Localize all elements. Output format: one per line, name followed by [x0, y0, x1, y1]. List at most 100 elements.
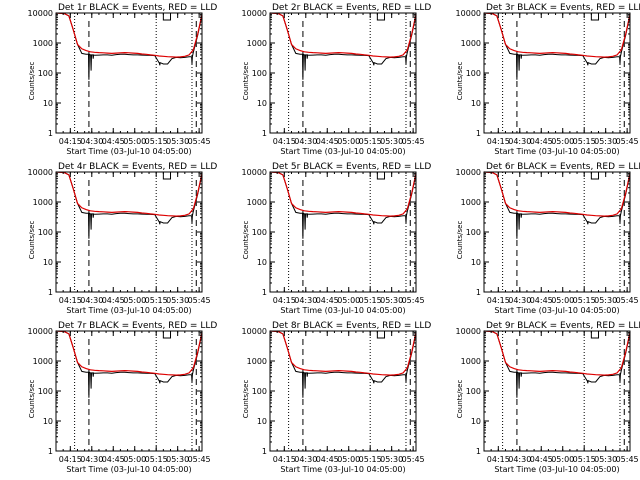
- lld-series-line: [55, 330, 203, 376]
- x-tick-label: 04:15: [59, 296, 82, 305]
- y-tick-label: 1: [476, 129, 481, 138]
- x-axis-label: Start Time (03-Jul-10 04:05:00): [280, 465, 405, 474]
- x-axis-label: Start Time (03-Jul-10 04:05:00): [280, 306, 405, 315]
- x-tick-label: 05:30: [594, 455, 617, 464]
- x-tick-label: 05:15: [573, 137, 596, 146]
- x-tick-label: 05:30: [166, 455, 189, 464]
- panel-3: Det 3r BLACK = Events, RED = LLD 1 10 100 10…: [456, 3, 640, 156]
- events-series-line: [269, 12, 417, 80]
- events-series-line: [483, 330, 631, 398]
- events-series-line: [269, 171, 417, 239]
- plot-frame: [55, 171, 203, 293]
- y-tick-label: 1000: [33, 39, 53, 48]
- x-tick-label: 05:30: [166, 137, 189, 146]
- x-tick-label: 04:45: [102, 455, 125, 464]
- y-tick-label: 100: [252, 69, 267, 78]
- x-tick-label: 05:00: [337, 137, 360, 146]
- panel-1: Det 1r BLACK = Events, RED = LLD 1 10 100 10…: [28, 3, 218, 156]
- y-tick-label: 10: [43, 99, 53, 108]
- y-tick-label: 1: [48, 288, 53, 297]
- y-tick-label: 1: [262, 288, 267, 297]
- y-tick-label: 10: [257, 258, 267, 267]
- y-axis-label: Counts/sec: [242, 62, 250, 101]
- x-axis-label: Start Time (03-Jul-10 04:05:00): [66, 465, 191, 474]
- y-tick-label: 10000: [28, 9, 53, 18]
- x-tick-label: 04:30: [80, 296, 103, 305]
- corner-bracket: [162, 13, 172, 21]
- x-tick-label: 04:15: [487, 137, 510, 146]
- y-tick-label: 100: [38, 228, 53, 237]
- x-tick-label: 05:45: [188, 296, 211, 305]
- y-tick-label: 10: [257, 417, 267, 426]
- lld-series-line: [55, 12, 203, 58]
- y-tick-label: 100: [38, 387, 53, 396]
- x-axis-label: Start Time (03-Jul-10 04:05:00): [66, 306, 191, 315]
- corner-bracket: [590, 172, 600, 180]
- x-tick-label: 05:30: [380, 137, 403, 146]
- x-tick-label: 04:15: [59, 137, 82, 146]
- x-tick-label: 04:45: [102, 296, 125, 305]
- panel-title: Det 7r BLACK = Events, RED = LLD: [58, 321, 217, 331]
- y-tick-label: 100: [466, 69, 481, 78]
- y-tick-label: 1000: [247, 198, 267, 207]
- x-tick-label: 04:30: [508, 455, 531, 464]
- events-series-line: [483, 12, 631, 80]
- x-tick-label: 04:30: [294, 455, 317, 464]
- y-tick-label: 1: [48, 129, 53, 138]
- lld-series-line: [269, 12, 417, 58]
- plot-frame: [483, 171, 631, 293]
- x-tick-label: 05:15: [573, 296, 596, 305]
- x-tick-label: 04:45: [530, 296, 553, 305]
- corner-bracket: [162, 331, 172, 339]
- y-tick-label: 100: [38, 69, 53, 78]
- panel-title: Det 6r BLACK = Events, RED = LLD: [486, 162, 640, 172]
- x-tick-label: 05:15: [573, 455, 596, 464]
- corner-bracket: [590, 331, 600, 339]
- y-tick-label: 1: [262, 129, 267, 138]
- x-tick-label: 05:30: [594, 137, 617, 146]
- x-tick-label: 04:15: [273, 455, 296, 464]
- x-tick-label: 05:45: [616, 137, 639, 146]
- x-tick-label: 04:30: [508, 137, 531, 146]
- panel-title: Det 8r BLACK = Events, RED = LLD: [272, 321, 431, 331]
- lld-series-line: [55, 171, 203, 217]
- panel-7: Det 7r BLACK = Events, RED = LLD 1 10 100 10…: [28, 321, 218, 474]
- x-tick-label: 04:30: [508, 296, 531, 305]
- y-tick-label: 10000: [242, 168, 267, 177]
- y-tick-label: 100: [466, 387, 481, 396]
- x-tick-label: 05:15: [145, 296, 168, 305]
- panel-title: Det 2r BLACK = Events, RED = LLD: [272, 3, 431, 13]
- x-axis-label: Start Time (03-Jul-10 04:05:00): [494, 147, 619, 156]
- panel-4: Det 4r BLACK = Events, RED = LLD 1 10 100 10…: [28, 162, 218, 315]
- x-tick-label: 05:30: [594, 296, 617, 305]
- panel-title: Det 1r BLACK = Events, RED = LLD: [58, 3, 217, 13]
- x-tick-label: 04:15: [273, 137, 296, 146]
- y-axis-label: Counts/sec: [28, 221, 36, 260]
- y-tick-label: 10: [471, 99, 481, 108]
- y-axis-label: Counts/sec: [28, 62, 36, 101]
- y-tick-label: 10000: [456, 327, 481, 336]
- y-tick-label: 1: [262, 447, 267, 456]
- plot-frame: [55, 330, 203, 452]
- x-tick-label: 05:15: [359, 296, 382, 305]
- corner-bracket: [162, 172, 172, 180]
- panel-6: Det 6r BLACK = Events, RED = LLD 1 10 100 10…: [456, 162, 640, 315]
- y-axis-label: Counts/sec: [28, 380, 36, 419]
- x-tick-label: 04:15: [273, 296, 296, 305]
- x-tick-label: 04:45: [316, 455, 339, 464]
- y-tick-label: 10: [471, 258, 481, 267]
- corner-bracket: [376, 13, 386, 21]
- corner-bracket: [376, 172, 386, 180]
- y-tick-label: 1000: [461, 357, 481, 366]
- y-tick-label: 10000: [456, 9, 481, 18]
- x-tick-label: 05:00: [123, 296, 146, 305]
- plot-frame: [483, 12, 631, 134]
- y-tick-label: 10: [257, 99, 267, 108]
- x-tick-label: 04:30: [294, 137, 317, 146]
- x-tick-label: 04:45: [316, 296, 339, 305]
- events-series-line: [483, 171, 631, 239]
- x-axis-label: Start Time (03-Jul-10 04:05:00): [494, 306, 619, 315]
- events-series-line: [55, 171, 203, 239]
- y-axis-label: Counts/sec: [456, 62, 464, 101]
- y-axis-label: Counts/sec: [242, 380, 250, 419]
